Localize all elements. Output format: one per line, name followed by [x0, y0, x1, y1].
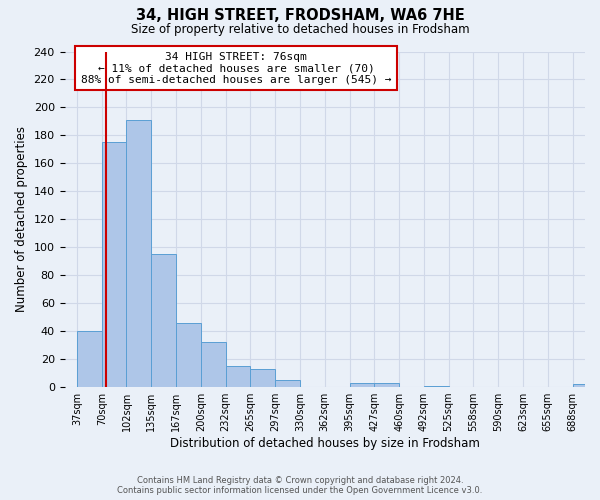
Bar: [151, 254, 176, 387]
Bar: [374, 383, 399, 387]
Bar: [424, 386, 449, 387]
Y-axis label: Number of detached properties: Number of detached properties: [15, 126, 28, 312]
Bar: [201, 342, 226, 387]
Bar: [350, 383, 374, 387]
Bar: [275, 380, 300, 387]
Bar: [572, 384, 598, 387]
Bar: [176, 323, 201, 387]
Text: 34 HIGH STREET: 76sqm
← 11% of detached houses are smaller (70)
88% of semi-deta: 34 HIGH STREET: 76sqm ← 11% of detached …: [81, 52, 392, 84]
Bar: [127, 120, 151, 387]
Text: Contains HM Land Registry data © Crown copyright and database right 2024.
Contai: Contains HM Land Registry data © Crown c…: [118, 476, 482, 495]
Bar: [102, 142, 127, 387]
Text: Size of property relative to detached houses in Frodsham: Size of property relative to detached ho…: [131, 22, 469, 36]
Text: 34, HIGH STREET, FRODSHAM, WA6 7HE: 34, HIGH STREET, FRODSHAM, WA6 7HE: [136, 8, 464, 22]
X-axis label: Distribution of detached houses by size in Frodsham: Distribution of detached houses by size …: [170, 437, 480, 450]
Bar: [250, 369, 275, 387]
Bar: [226, 366, 250, 387]
Bar: [77, 331, 102, 387]
